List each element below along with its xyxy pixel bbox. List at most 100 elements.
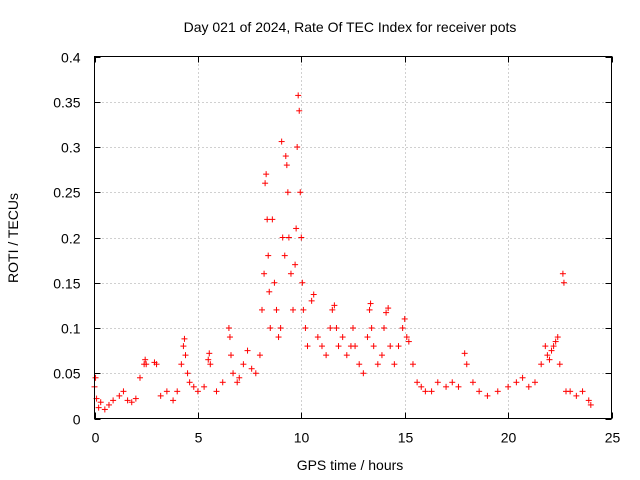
data-point <box>513 379 520 386</box>
data-point <box>184 370 191 377</box>
data-point <box>240 361 247 368</box>
data-point <box>236 374 243 381</box>
data-point <box>206 350 213 357</box>
data-point <box>283 162 290 169</box>
data-point <box>327 325 334 331</box>
data-point <box>463 361 470 368</box>
data-point <box>284 189 291 196</box>
data-point <box>180 343 187 350</box>
data-point <box>293 225 300 232</box>
data-point <box>364 334 371 341</box>
data-point <box>297 189 304 196</box>
data-point <box>443 383 450 390</box>
data-point <box>405 338 412 345</box>
y-tick-label: 0.1 <box>61 321 81 337</box>
data-point <box>298 234 305 241</box>
data-point <box>101 406 108 413</box>
data-point <box>266 288 273 295</box>
data-point <box>170 397 177 404</box>
data-point <box>352 343 359 350</box>
data-point <box>143 361 150 368</box>
plot-frame <box>94 56 612 419</box>
data-point <box>279 234 286 241</box>
data-point <box>273 306 280 313</box>
data-point <box>401 315 408 322</box>
data-point <box>248 365 255 372</box>
data-point <box>552 338 559 345</box>
data-point <box>422 388 429 395</box>
data-point <box>219 379 226 386</box>
data-point <box>244 347 251 354</box>
data-point <box>418 383 425 390</box>
data-point <box>550 343 557 350</box>
data-point <box>455 383 462 390</box>
data-point <box>157 392 164 399</box>
data-point <box>163 388 170 395</box>
data-point <box>350 325 356 331</box>
data-point <box>207 361 214 368</box>
data-point <box>92 374 99 381</box>
data-point <box>132 395 139 402</box>
data-point <box>544 352 551 359</box>
data-point <box>174 388 181 395</box>
y-tick-label: 0.4 <box>61 50 81 66</box>
data-point <box>343 352 350 359</box>
data-point <box>278 138 285 145</box>
data-point <box>201 383 208 390</box>
data-point <box>302 325 309 331</box>
data-point <box>304 343 311 350</box>
data-point <box>567 388 574 395</box>
x-tick-label: 25 <box>605 430 621 446</box>
axis-ticks <box>94 56 613 420</box>
y-tick-label: 0.05 <box>53 366 80 382</box>
data-point <box>295 92 302 99</box>
data-point <box>366 306 373 313</box>
data-point <box>367 300 374 307</box>
data-point <box>329 306 336 313</box>
data-point <box>95 404 102 411</box>
data-point <box>128 399 135 406</box>
data-point <box>290 306 297 313</box>
data-point <box>476 388 483 395</box>
y-tick-label: 0.2 <box>61 231 81 247</box>
data-point <box>269 216 276 223</box>
y-tick-label: 0.3 <box>61 140 81 156</box>
chart-title: Day 021 of 2024, Rate Of TEC Index for r… <box>184 19 517 35</box>
data-point <box>181 335 188 342</box>
data-point <box>331 302 338 309</box>
data-point <box>124 397 131 404</box>
y-tick-label: 0.35 <box>53 95 80 111</box>
data-point <box>300 306 307 313</box>
data-point <box>153 361 160 368</box>
data-point <box>339 334 346 341</box>
data-point <box>105 401 112 408</box>
data-point <box>292 261 299 268</box>
data-point <box>110 397 117 404</box>
data-point <box>469 379 476 386</box>
grid <box>94 56 612 419</box>
data-point <box>259 306 266 313</box>
x-axis-label: GPS time / hours <box>297 457 404 473</box>
data-point <box>296 107 303 114</box>
data-point <box>116 392 123 399</box>
data-point <box>275 334 282 341</box>
data-point <box>387 343 394 350</box>
data-point <box>182 352 189 359</box>
data-point <box>546 356 553 363</box>
data-point <box>294 144 301 150</box>
data-point <box>287 270 294 277</box>
data-point <box>314 334 321 341</box>
data-point <box>256 352 263 359</box>
data-point <box>335 343 342 350</box>
y-axis-label: ROTI / TECUs <box>5 193 21 283</box>
data-point <box>414 379 421 386</box>
data-point <box>252 370 259 377</box>
data-point <box>585 397 592 404</box>
data-point <box>494 388 501 395</box>
data-point <box>263 171 270 178</box>
x-tick-label: 10 <box>294 430 310 446</box>
data-point <box>318 343 325 350</box>
data-point <box>560 279 567 286</box>
data-point <box>587 401 594 408</box>
data-point <box>484 392 491 399</box>
